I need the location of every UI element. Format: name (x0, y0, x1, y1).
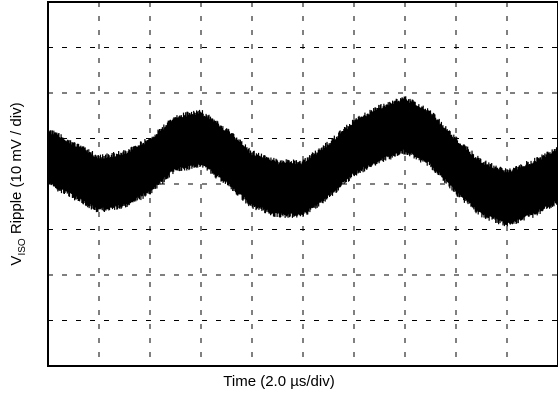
y-axis-label: VISO Ripple (10 mV / div) (8, 102, 28, 266)
x-axis-label: Time (2.0 µs/div) (223, 373, 335, 390)
waveform-trace (47, 96, 558, 227)
series-trace (47, 96, 558, 227)
